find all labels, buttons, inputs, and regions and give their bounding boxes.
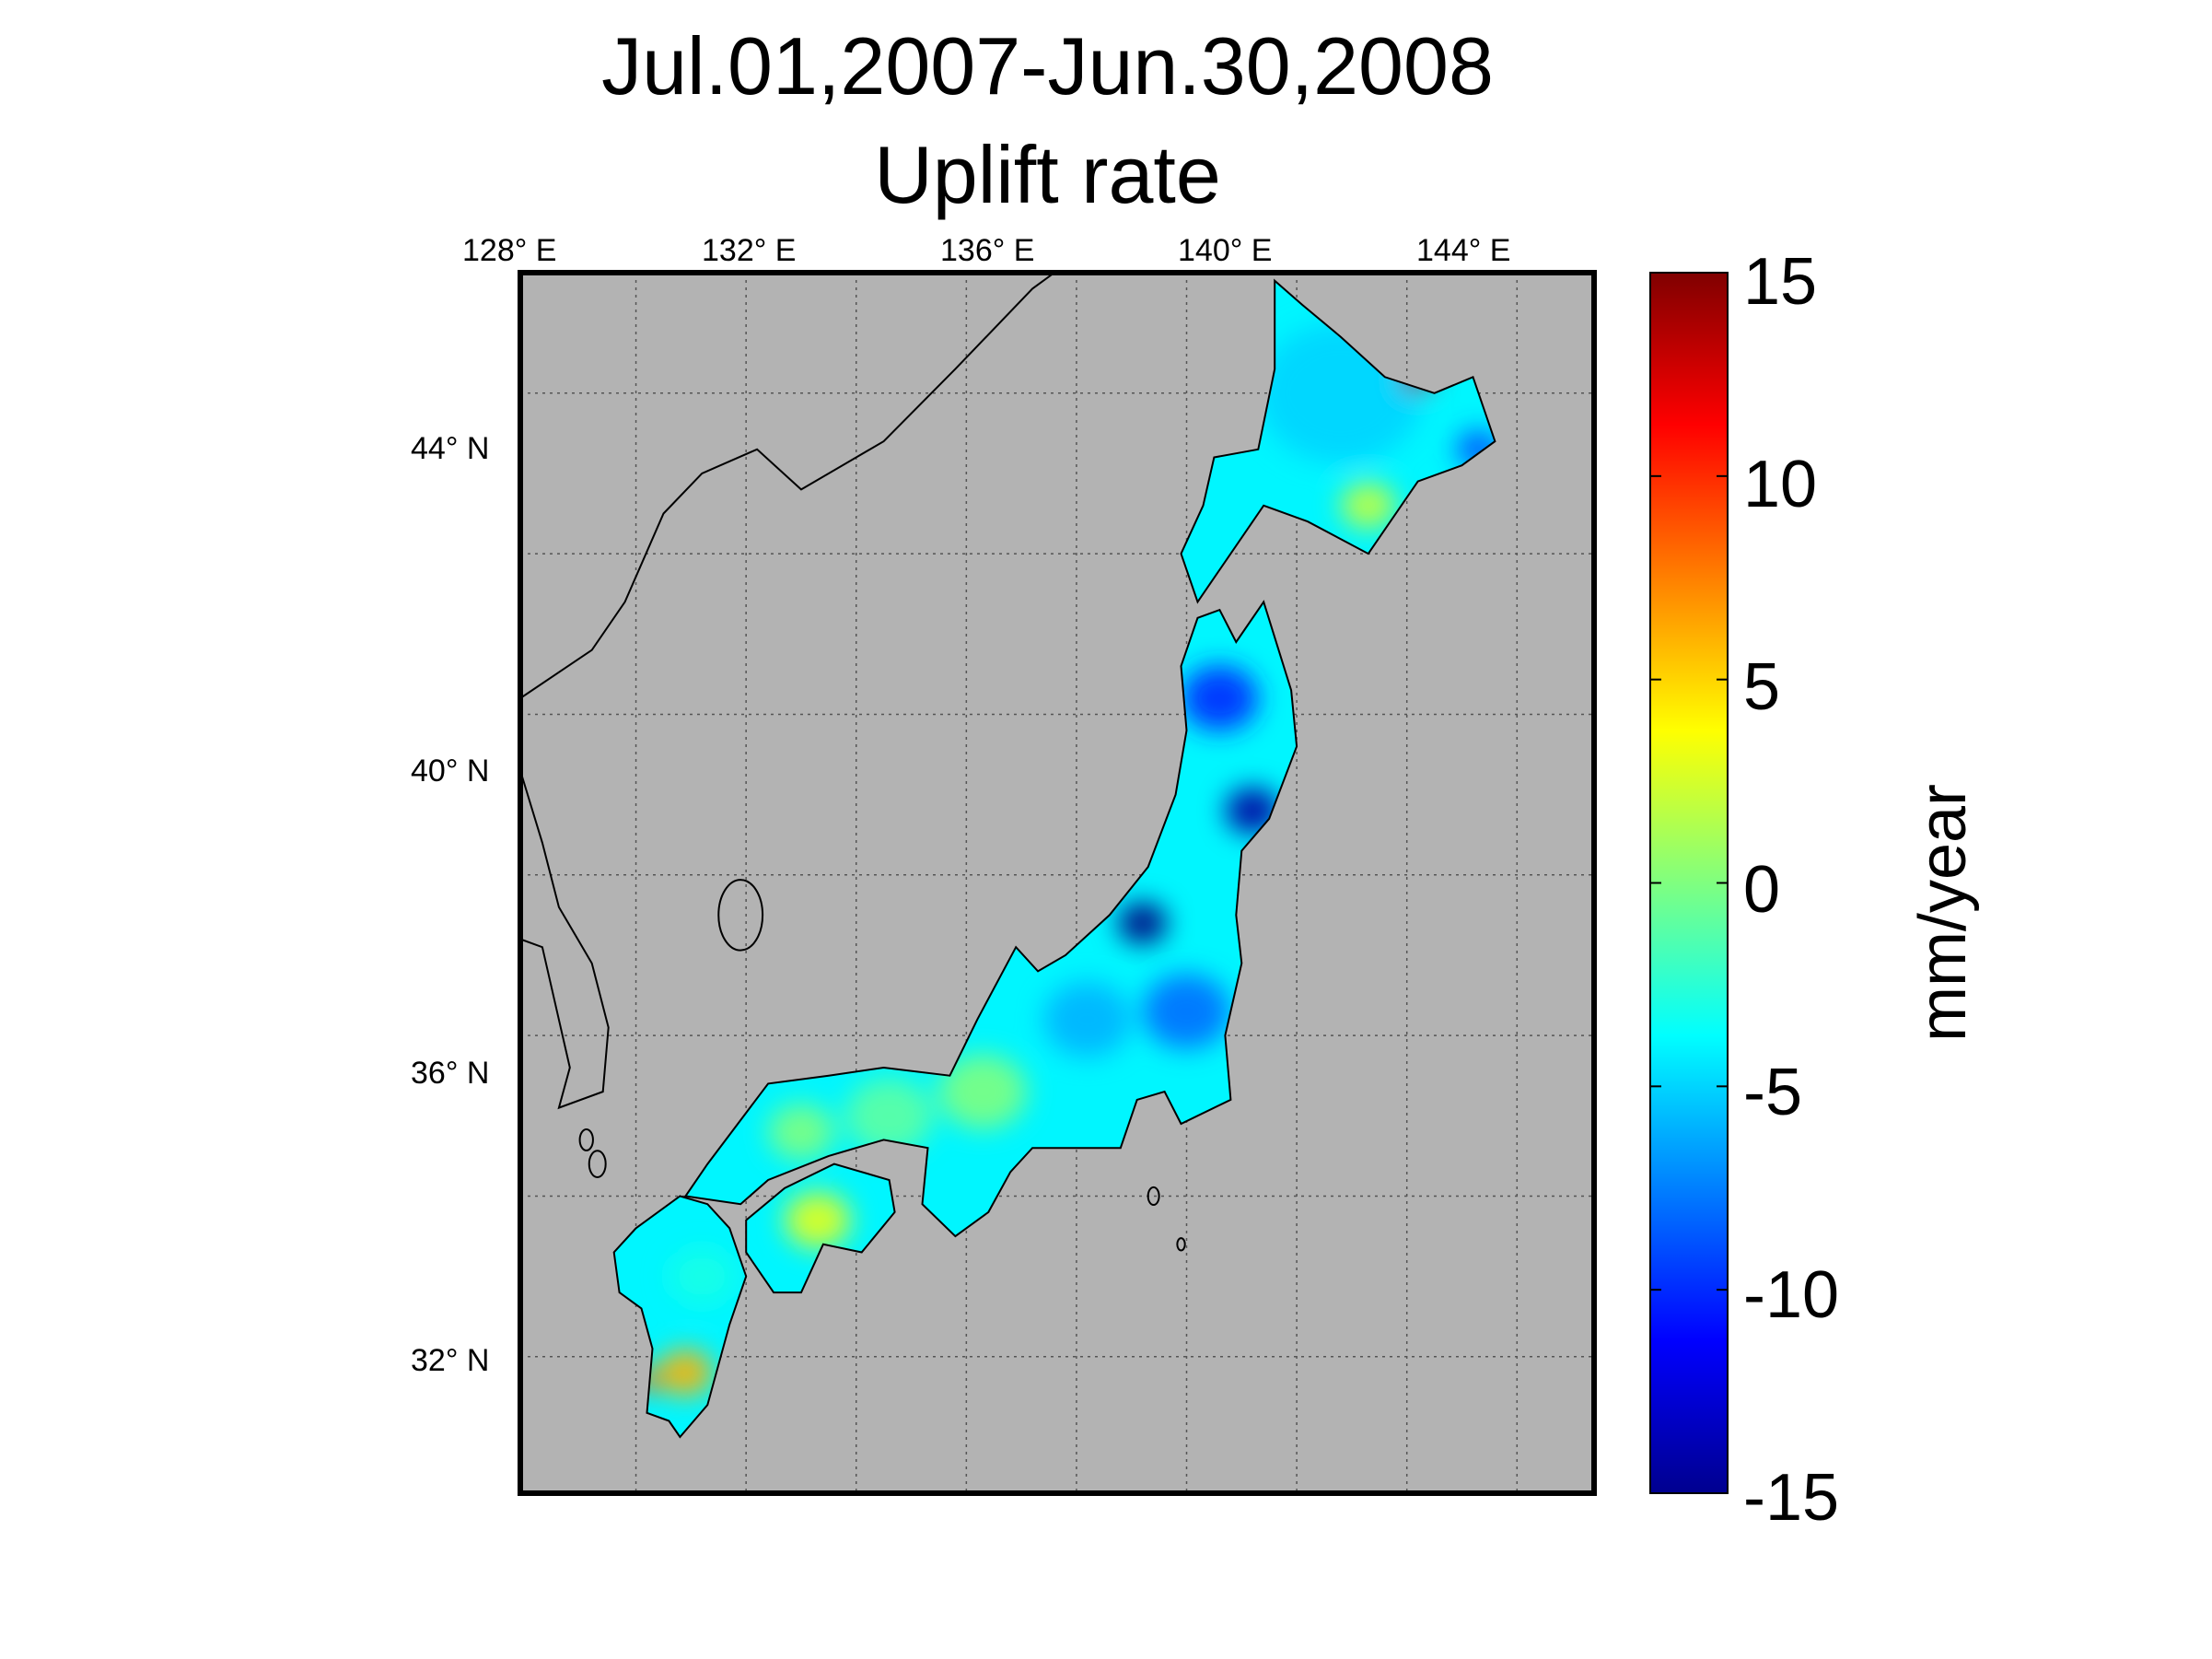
- map-title-line-2: Uplift rate: [874, 129, 1221, 220]
- colorbar-tick-5: 5: [1743, 650, 1781, 724]
- colorbar-ticks: [1650, 272, 1728, 1494]
- lon-tick-136: 136° E: [940, 233, 1035, 268]
- colorbar-tick-10: 10: [1743, 448, 1818, 521]
- lat-tick-40: 40° N: [411, 754, 490, 789]
- map-frame: [518, 270, 1597, 1496]
- colorbar-tick-minus10: -10: [1743, 1258, 1840, 1332]
- colorbar-tick-minus15: -15: [1743, 1461, 1840, 1535]
- coast-hokkaido: [1180, 278, 1496, 604]
- small-island: [588, 1150, 607, 1178]
- small-island: [578, 1127, 594, 1151]
- lat-tick-32: 32° N: [411, 1343, 490, 1378]
- lon-tick-128: 128° E: [462, 233, 557, 268]
- uplift-patch: [785, 1192, 851, 1249]
- coast-shikoku: [745, 1162, 896, 1294]
- colorbar: [1649, 272, 1729, 1494]
- uplift-patch: [938, 1054, 1028, 1129]
- continent-coast: [520, 770, 610, 1110]
- uplift-field: [613, 280, 1496, 1437]
- uplift-patch: [1117, 902, 1168, 944]
- uplift-patch: [844, 1078, 934, 1153]
- small-island: [1176, 1237, 1186, 1252]
- map-title-line-1: Jul.01,2007-Jun.30,2008: [601, 20, 1494, 111]
- small-island: [717, 879, 764, 952]
- uplift-patch: [669, 1248, 736, 1305]
- uplift-patch: [658, 1349, 714, 1396]
- uplift-patch: [1142, 974, 1231, 1049]
- colorbar-tick-15: 15: [1743, 245, 1818, 319]
- lon-tick-140: 140° E: [1178, 233, 1273, 268]
- colorbar-tick-0: 0: [1743, 853, 1781, 927]
- uplift-patch: [1181, 665, 1259, 731]
- lat-tick-44: 44° N: [411, 431, 490, 466]
- colorbar-tick-minus5: -5: [1743, 1056, 1803, 1129]
- coastline: [520, 273, 1496, 1439]
- land-honshu: [685, 602, 1298, 1237]
- uplift-patch: [1043, 982, 1132, 1057]
- uplift-patch: [1340, 482, 1396, 530]
- coast-honshu: [683, 600, 1298, 1238]
- uplift-patch: [768, 1104, 834, 1161]
- lat-tick-36: 36° N: [411, 1056, 490, 1091]
- colorbar-label: mm/year: [1906, 783, 1980, 1043]
- continent-coast: [520, 273, 1055, 699]
- coast-kyushu: [612, 1195, 748, 1439]
- lon-tick-144: 144° E: [1416, 233, 1511, 268]
- lon-tick-132: 132° E: [702, 233, 797, 268]
- small-island: [1147, 1186, 1160, 1207]
